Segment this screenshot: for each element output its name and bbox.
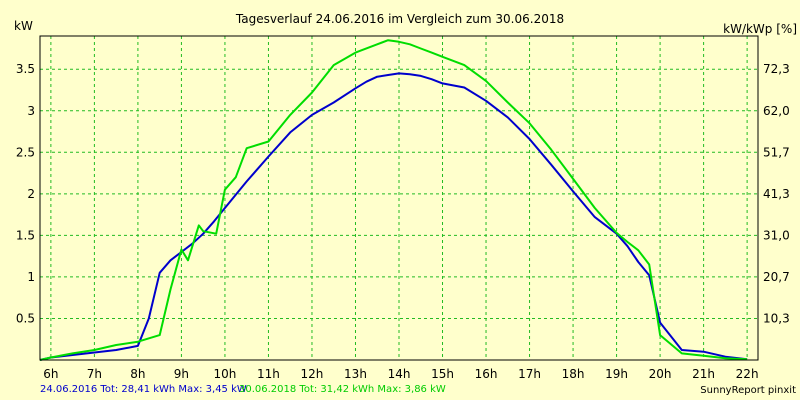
y-left-tick-label: 2 [27, 187, 35, 201]
credit-text: SunnyReport pinxit [700, 385, 796, 396]
y-left-tick-label: 1 [27, 270, 35, 284]
x-tick-label: 12h [301, 367, 324, 381]
x-tick-label: 17h [518, 367, 541, 381]
x-tick-label: 7h [87, 367, 102, 381]
series-line-2016 [39, 72, 748, 361]
x-tick-label: 6h [43, 367, 58, 381]
y-left-tick-label: 1.5 [16, 228, 35, 242]
y-right-tick-label: 51,7 [763, 145, 790, 159]
y-right-tick-label: 72,3 [763, 62, 790, 76]
legend-entry-2018: 30.06.2018 Tot: 31,42 kWh Max: 3,86 kW [239, 384, 446, 395]
x-tick-label: 19h [605, 367, 628, 381]
plot-frame [39, 35, 759, 361]
y-right-tick-label: 10,3 [763, 311, 790, 325]
y-right-unit-label: kW/kWp [%] [723, 22, 797, 36]
y-right-tick-label: 62,0 [763, 104, 790, 118]
x-tick-label: 8h [130, 367, 145, 381]
x-tick-label: 16h [475, 367, 498, 381]
x-tick-label: 21h [692, 367, 715, 381]
x-tick-label: 13h [344, 367, 367, 381]
y-left-tick-label: 3 [27, 104, 35, 118]
chart-title: Tagesverlauf 24.06.2016 im Vergleich zum… [235, 12, 564, 26]
grid-lines [40, 36, 758, 360]
x-tick-label: 15h [431, 367, 454, 381]
y-left-unit-label: kW [14, 19, 33, 33]
y-left-tick-label: 0.5 [16, 311, 35, 325]
y-right-tick-label: 41,3 [763, 187, 790, 201]
y-left-tick-label: 2.5 [16, 145, 35, 159]
y-right-tick-label: 31,0 [763, 228, 790, 242]
x-tick-label: 20h [649, 367, 672, 381]
legend-entry-2016: 24.06.2016 Tot: 28,41 kWh Max: 3,45 kW [40, 384, 247, 395]
x-tick-label: 9h [174, 367, 189, 381]
x-tick-label: 22h [736, 367, 759, 381]
y-right-tick-label: 20,7 [763, 270, 790, 284]
tick-labels: 6h 7h 8h 9h 10h 11h 12h 13h 14h 15h 16h 17h 18h 19h 20… [16, 62, 790, 381]
x-tick-label: 18h [562, 367, 585, 381]
x-tick-label: 11h [257, 367, 280, 381]
y-left-tick-label: 3.5 [16, 62, 35, 76]
x-tick-label: 14h [388, 367, 411, 381]
x-tick-label: 10h [214, 367, 237, 381]
series-line-2018 [39, 39, 748, 361]
series-lines [39, 39, 748, 361]
